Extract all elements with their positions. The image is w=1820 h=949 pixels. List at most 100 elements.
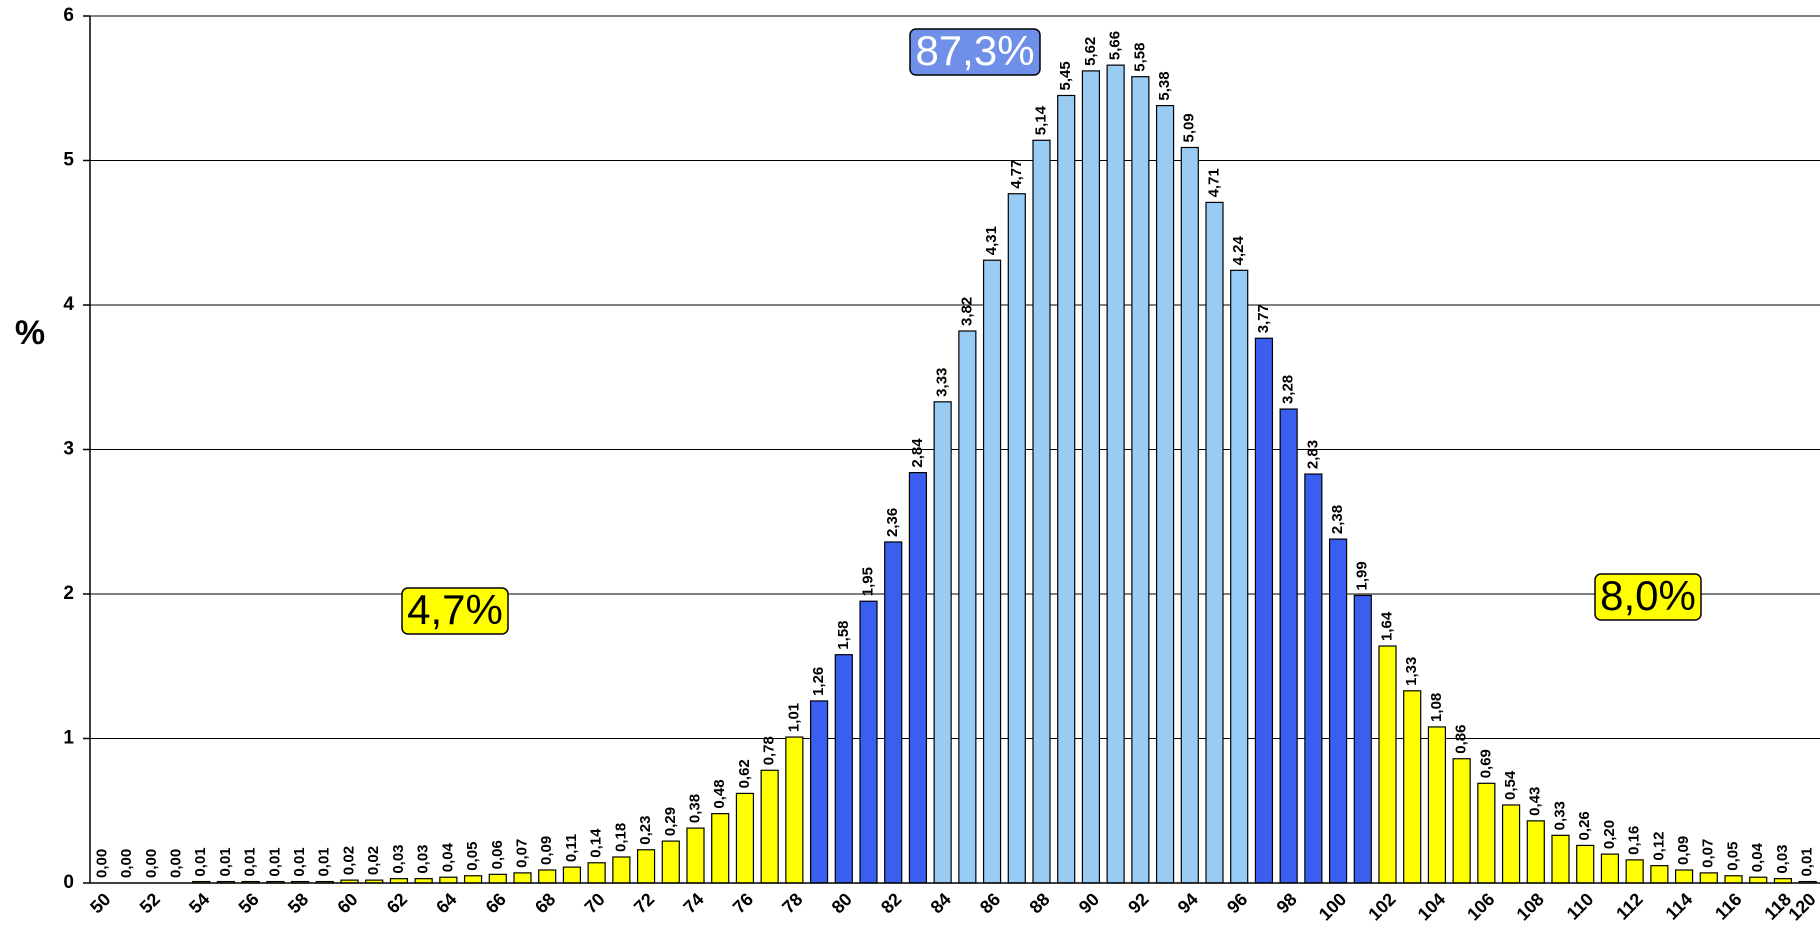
bar — [834, 654, 853, 884]
value-label: 5,66 — [1107, 31, 1124, 60]
bar — [1674, 869, 1694, 884]
bar — [636, 849, 656, 884]
value-label: 0,01 — [291, 847, 308, 876]
bar — [1057, 94, 1076, 884]
bar — [562, 866, 582, 884]
y-axis-label: % — [15, 314, 45, 352]
x-tick-label: 58 — [284, 889, 312, 917]
bar — [1155, 104, 1175, 884]
value-label: 0,18 — [612, 823, 629, 852]
bar — [1032, 139, 1051, 884]
value-label: 4,24 — [1230, 235, 1247, 265]
value-label: 0,00 — [118, 849, 135, 878]
x-tick-label: 78 — [778, 889, 806, 917]
value-label: 0,05 — [1724, 842, 1741, 871]
value-label: 0,02 — [340, 846, 357, 875]
bar — [1501, 804, 1521, 884]
x-tick-label: 110 — [1563, 889, 1598, 924]
value-label: 1,58 — [835, 620, 852, 649]
bar — [908, 472, 928, 884]
value-label: 0,03 — [415, 844, 432, 873]
y-tick-label: 1 — [63, 728, 74, 749]
value-label: 0,04 — [1749, 842, 1766, 872]
x-tick-label: 72 — [630, 889, 658, 917]
y-tick-label: 4 — [63, 294, 74, 315]
x-tick-label: 64 — [432, 889, 460, 917]
bar — [1254, 337, 1274, 884]
bar — [1724, 875, 1743, 884]
value-label: 0,14 — [588, 828, 605, 858]
value-label: 5,09 — [1181, 113, 1198, 142]
y-tick-label: 0 — [63, 872, 74, 893]
value-label: 0,01 — [316, 847, 333, 876]
bar — [513, 872, 532, 884]
value-label: 4,77 — [1008, 160, 1025, 189]
value-label: 0,00 — [167, 849, 184, 878]
bar — [1230, 269, 1249, 884]
x-tick-label: 60 — [333, 889, 361, 917]
annotation-box — [401, 587, 509, 635]
value-label: 0,07 — [513, 839, 530, 868]
x-tick-label: 56 — [235, 889, 263, 917]
bar — [1304, 473, 1323, 884]
value-label: 0,02 — [365, 846, 382, 875]
x-tick-label: 96 — [1223, 889, 1251, 917]
value-label: 5,38 — [1156, 71, 1173, 100]
value-label: 0,01 — [217, 847, 234, 876]
value-label: 0,06 — [489, 840, 506, 869]
x-tick-label: 100 — [1315, 889, 1350, 924]
x-tick-label: 80 — [828, 889, 856, 917]
bar — [1749, 876, 1768, 884]
bar — [1180, 146, 1199, 884]
value-label: 2,38 — [1329, 505, 1346, 534]
bar — [488, 873, 507, 884]
value-label: 0,01 — [1799, 847, 1816, 876]
bar — [1699, 872, 1718, 884]
bar — [1526, 820, 1545, 884]
y-tick-label: 6 — [63, 5, 74, 26]
value-label: 1,08 — [1428, 693, 1445, 722]
value-label: 2,84 — [909, 438, 926, 468]
value-label: 0,62 — [736, 759, 753, 788]
x-tick-label: 92 — [1124, 889, 1152, 917]
bar — [1131, 76, 1150, 884]
bar — [1106, 64, 1125, 884]
x-tick-label: 116 — [1711, 889, 1746, 924]
bar — [1205, 201, 1224, 884]
bar — [1081, 70, 1101, 884]
value-label: 0,43 — [1527, 787, 1544, 816]
value-label: 0,26 — [1576, 811, 1593, 840]
value-label: 0,12 — [1650, 831, 1667, 860]
annotation: 8,0% — [1600, 572, 1696, 619]
value-label: 4,71 — [1205, 168, 1222, 197]
value-label: 2,83 — [1304, 440, 1321, 469]
y-tick-label: 3 — [63, 439, 74, 460]
value-label: 0,04 — [439, 842, 456, 872]
value-label: 0,01 — [266, 847, 283, 876]
x-tick-label: 84 — [927, 889, 955, 917]
x-tick-label: 74 — [679, 889, 707, 917]
value-label: 0,16 — [1626, 826, 1643, 855]
x-tick-label: 62 — [383, 889, 411, 917]
bar — [1576, 844, 1595, 884]
bar — [1427, 726, 1447, 884]
value-label: 5,62 — [1082, 37, 1099, 66]
value-label: 0,09 — [538, 836, 555, 865]
value-label: 1,01 — [785, 703, 802, 732]
bar — [1279, 408, 1298, 884]
x-tick-label: 52 — [136, 889, 164, 917]
x-tick-label: 68 — [531, 889, 559, 917]
bar — [785, 736, 804, 884]
x-tick-label: 114 — [1662, 889, 1697, 924]
value-label: 0,33 — [1551, 801, 1568, 830]
value-label: 3,82 — [958, 297, 975, 326]
bar — [587, 862, 606, 884]
x-tick-label: 104 — [1414, 889, 1449, 924]
bar — [1650, 865, 1669, 884]
value-label: 0,03 — [1774, 844, 1791, 873]
annotation: 87,3% — [915, 27, 1034, 74]
bar — [1600, 853, 1620, 884]
x-tick-label: 86 — [976, 889, 1004, 917]
bar — [982, 259, 1002, 884]
